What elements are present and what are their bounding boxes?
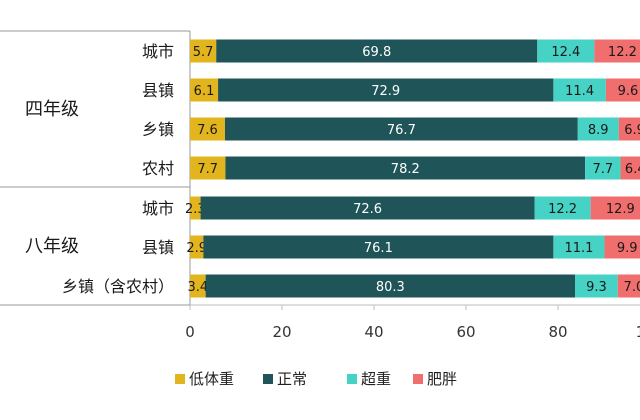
legend-label: 超重: [361, 370, 391, 388]
data-label: 6.9: [624, 123, 640, 138]
bar-segment: [216, 39, 538, 63]
data-label: 8.9: [588, 123, 609, 138]
x-tick-label: 0: [185, 323, 195, 341]
bar-segment: [190, 156, 226, 180]
data-label: 69.8: [362, 45, 391, 60]
data-label: 72.6: [353, 202, 382, 217]
bar-segment: [620, 156, 640, 180]
x-tick-label: 80: [548, 323, 567, 341]
category-label: 县镇: [142, 81, 174, 100]
category-label: 乡镇（含农村）: [62, 277, 174, 296]
data-label: 2.3: [185, 202, 206, 217]
data-label: 11.1: [564, 241, 593, 256]
legend-swatch: [263, 374, 273, 384]
category-label: 农村: [142, 159, 174, 178]
bar-segment: [190, 235, 204, 259]
legend-label: 低体重: [189, 370, 234, 388]
data-label: 12.2: [608, 45, 637, 60]
group-label: 八年级: [25, 236, 79, 257]
bar-segment: [537, 39, 595, 63]
bar-segment: [190, 78, 219, 102]
category-label: 县镇: [142, 238, 174, 257]
bar-segment: [200, 196, 535, 220]
data-label: 6.4: [625, 162, 640, 177]
x-tick-label: 100: [636, 323, 640, 341]
data-label: 78.2: [391, 162, 420, 177]
legend-label: 正常: [277, 370, 307, 388]
data-label: 12.4: [551, 45, 580, 60]
data-label: 7.6: [197, 123, 218, 138]
bar-segment: [594, 39, 640, 63]
bar-segment: [190, 274, 206, 298]
data-label: 76.1: [364, 241, 393, 256]
category-label: 乡镇: [142, 120, 174, 139]
bar-segment: [205, 274, 576, 298]
bar-segment: [590, 196, 640, 220]
x-tick-label: 60: [456, 323, 475, 341]
bar-segment: [218, 78, 554, 102]
bar-segment: [203, 235, 554, 259]
bar-segment: [575, 274, 618, 298]
legend-swatch: [175, 374, 185, 384]
data-label: 76.7: [387, 123, 416, 138]
data-label: 9.3: [586, 280, 607, 295]
bar-segment: [190, 117, 225, 141]
bar-segment: [605, 78, 640, 102]
data-label: 5.7: [193, 45, 214, 60]
data-label: 12.9: [606, 202, 635, 217]
data-label: 11.4: [565, 84, 594, 99]
legend-swatch: [347, 374, 357, 384]
bar-segment: [577, 117, 619, 141]
data-label: 9.6: [618, 84, 639, 99]
group-label: 四年级: [25, 99, 79, 120]
bar-segment: [190, 39, 217, 63]
x-tick-label: 20: [272, 323, 291, 341]
bar-segment: [224, 117, 578, 141]
bar-segment: [190, 196, 201, 220]
bar-segment: [604, 235, 640, 259]
bar-segment: [553, 78, 606, 102]
legend-swatch: [413, 374, 423, 384]
category-label: 城市: [142, 42, 174, 61]
category-label: 城市: [142, 199, 174, 218]
bar-segment: [534, 196, 591, 220]
bar-segment: [618, 117, 640, 141]
data-label: 80.3: [376, 280, 405, 295]
x-tick-label: 40: [364, 323, 383, 341]
data-label: 7.7: [593, 162, 614, 177]
data-label: 7.0: [624, 280, 640, 295]
legend-label: 肥胖: [427, 370, 457, 388]
data-label: 12.2: [548, 202, 577, 217]
bar-segment: [553, 235, 605, 259]
data-label: 3.4: [187, 280, 208, 295]
data-label: 9.9: [617, 241, 638, 256]
data-label: 72.9: [371, 84, 400, 99]
bar-segment: [617, 274, 640, 298]
data-label: 6.1: [194, 84, 215, 99]
bar-segment: [225, 156, 586, 180]
bar-segment: [585, 156, 621, 180]
data-label: 2.9: [186, 241, 207, 256]
data-label: 7.7: [197, 162, 218, 177]
